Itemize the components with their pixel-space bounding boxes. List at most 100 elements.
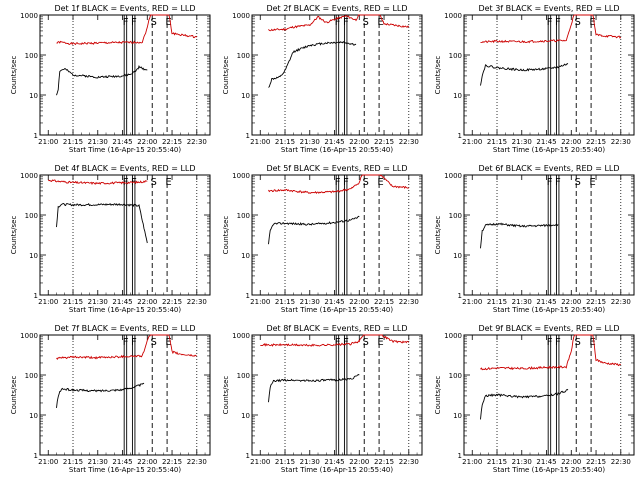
marker-label-s: S [575,177,581,188]
x-tick-label: 21:45 [324,458,344,466]
marker-label-e: E [165,177,171,188]
marker-label-s: S [151,17,157,28]
events-series-line [56,64,148,96]
panel-7: Det 7f BLACK = Events, RED = LLD 1 10 100 10… [10,324,211,474]
x-tick-label: 22:00 [561,458,581,466]
x-tick-label: 21:45 [324,298,344,306]
x-axis-label: Start Time (16-Apr-15 20:55:40) [69,146,181,154]
marker-label-e: E [589,337,595,348]
marker-label-f: F [555,17,561,28]
x-tick-label: 22:30 [399,298,419,306]
x-tick-label: 21:00 [462,458,482,466]
x-tick-label: 21:45 [536,458,556,466]
x-axis-label: Start Time (16-Apr-15 20:55:40) [281,306,393,314]
x-tick-label: 21:30 [300,298,320,306]
x-tick-label: 21:30 [512,138,532,146]
x-tick-label: 22:00 [137,458,157,466]
marker-label-e: E [377,177,383,188]
x-tick-label: 22:00 [349,138,369,146]
y-tick-label: 10 [241,252,250,260]
x-axis-label: Start Time (16-Apr-15 20:55:40) [69,466,181,474]
lld-series-line [480,14,622,44]
x-tick-label: 22:00 [137,298,157,306]
marker-label-s: S [363,17,369,28]
marker-label-f: F [123,177,129,188]
x-tick-label: 22:15 [586,138,606,146]
y-tick-label: 10 [241,412,250,420]
x-tick-label: 21:30 [88,298,108,306]
marker-label-e: E [589,17,595,28]
y-tick-label: 10 [29,252,38,260]
x-axis-label: Start Time (16-Apr-15 20:55:40) [281,466,393,474]
x-tick-label: 21:00 [38,138,58,146]
y-tick-label: 1 [34,452,38,460]
x-tick-label: 21:45 [324,138,344,146]
lld-series-line [268,174,409,194]
y-tick-label: 1000 [444,332,462,340]
x-tick-label: 21:15 [63,458,83,466]
panel-title: Det 2f BLACK = Events, RED = LLD [266,4,407,13]
panel-title: Det 3f BLACK = Events, RED = LLD [478,4,619,13]
y-axis-label: Counts/sec [434,376,442,415]
y-tick-label: 10 [29,92,38,100]
x-tick-label: 21:15 [487,298,507,306]
marker-label-e: E [377,17,383,28]
marker-label-e: E [377,337,383,348]
y-tick-label: 100 [449,212,462,220]
plot-frame [463,14,635,136]
y-tick-label: 1000 [20,12,38,20]
events-series-line [480,63,569,86]
x-tick-label: 22:30 [187,138,207,146]
marker-label-f: F [343,177,349,188]
x-tick-label: 21:45 [536,138,556,146]
y-tick-label: 1 [246,132,250,140]
x-tick-label: 22:00 [349,298,369,306]
lld-series-line [260,334,410,347]
x-tick-label: 22:15 [374,298,394,306]
y-axis-label: Counts/sec [10,376,18,415]
y-tick-label: 1000 [232,12,250,20]
marker-label-s: S [575,337,581,348]
marker-label-f: F [547,17,553,28]
plot-frame [463,174,635,296]
y-tick-label: 100 [237,52,250,60]
y-tick-label: 1000 [232,332,250,340]
y-tick-label: 10 [453,92,462,100]
y-tick-label: 1 [458,292,462,300]
y-tick-label: 100 [449,52,462,60]
x-tick-label: 22:00 [137,138,157,146]
x-axis-label: Start Time (16-Apr-15 20:55:40) [281,146,393,154]
x-tick-label: 21:15 [275,138,295,146]
marker-label-f: F [131,337,137,348]
marker-label-f: F [131,17,137,28]
y-tick-label: 1 [246,452,250,460]
x-tick-label: 21:15 [63,138,83,146]
x-tick-label: 22:30 [187,298,207,306]
y-tick-label: 1 [34,132,38,140]
panel-title: Det 7f BLACK = Events, RED = LLD [54,324,195,333]
events-series-line [268,215,360,245]
marker-label-f: F [555,177,561,188]
marker-label-e: E [165,337,171,348]
marker-label-s: S [363,177,369,188]
plot-frame [39,174,211,296]
y-tick-label: 10 [241,92,250,100]
x-tick-label: 22:15 [162,458,182,466]
x-tick-label: 21:00 [462,298,482,306]
x-tick-label: 22:00 [349,458,369,466]
y-tick-label: 100 [25,372,38,380]
x-tick-label: 21:00 [462,138,482,146]
x-tick-label: 22:00 [561,138,581,146]
events-series-line [56,382,145,408]
marker-label-f: F [343,337,349,348]
x-tick-label: 21:30 [512,298,532,306]
plot-frame [251,334,423,456]
panel-1: Det 1f BLACK = Events, RED = LLD 1 10 100 10… [10,4,211,154]
y-axis-label: Counts/sec [222,216,230,255]
panel-6: Det 6f BLACK = Events, RED = LLD 1 10 100 10… [434,164,635,314]
y-tick-label: 1000 [232,172,250,180]
lld-series-line [56,14,198,46]
x-axis-label: Start Time (16-Apr-15 20:55:40) [493,306,605,314]
marker-label-f: F [335,337,341,348]
